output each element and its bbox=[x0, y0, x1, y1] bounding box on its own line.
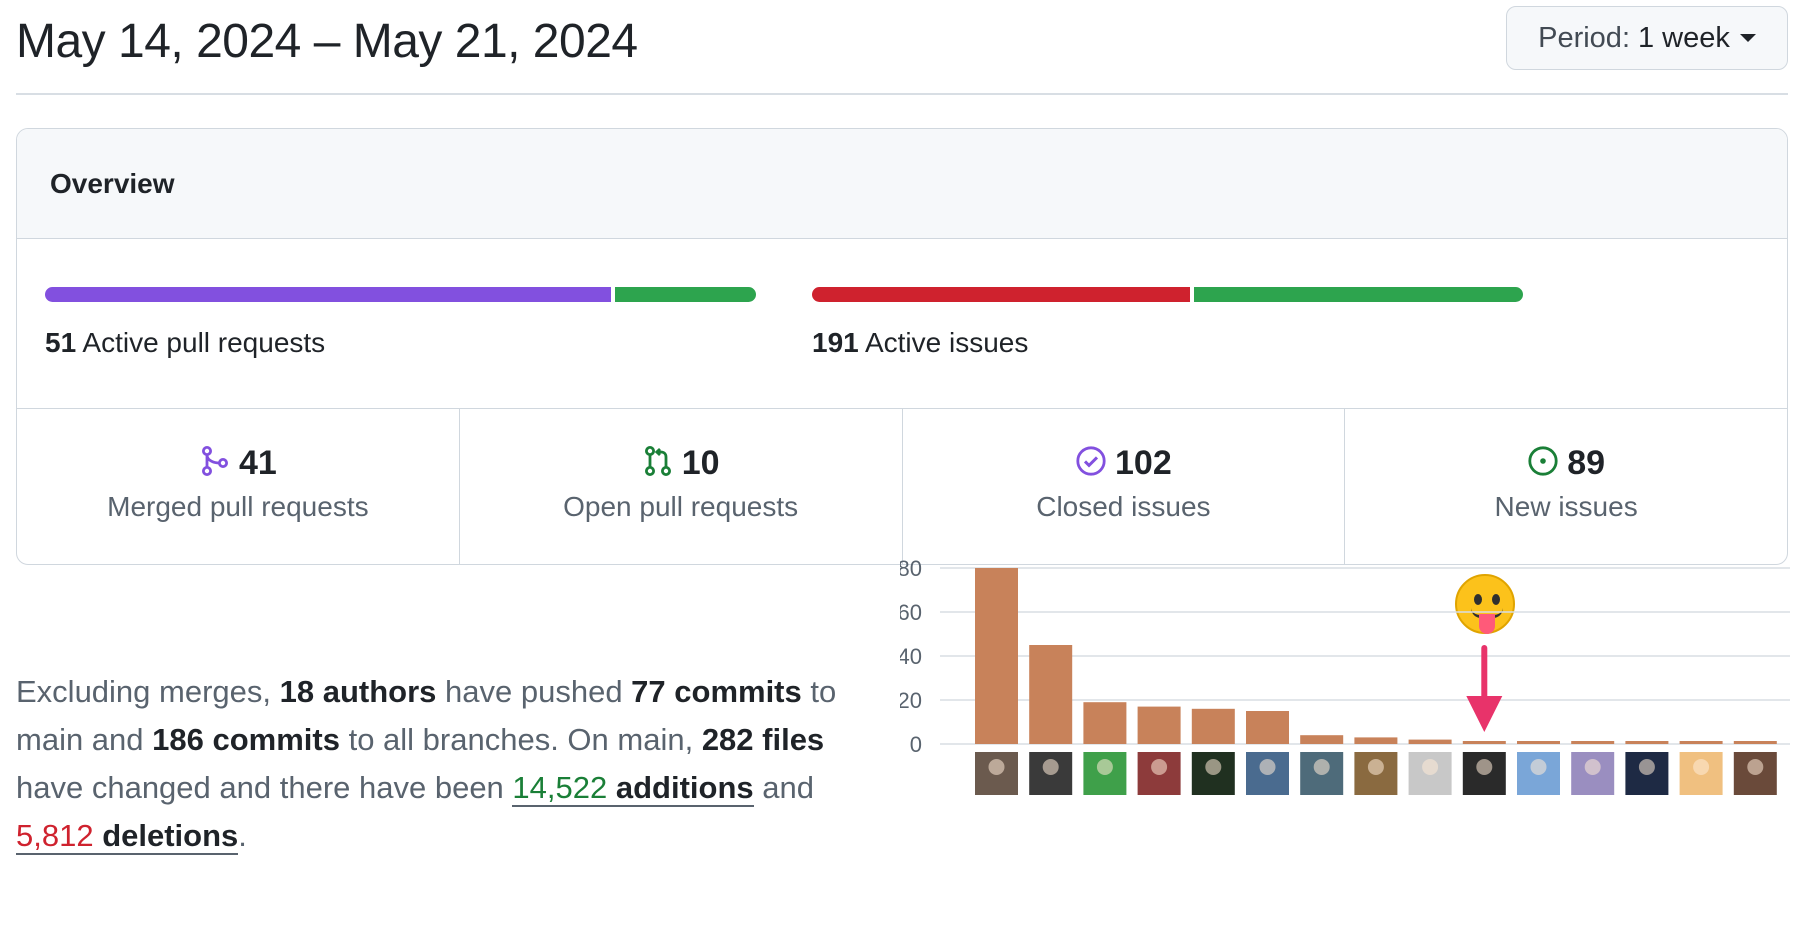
avatar-face bbox=[1476, 759, 1493, 775]
issues-progress-bar[interactable] bbox=[812, 287, 1523, 302]
contributor-bar[interactable] bbox=[1679, 741, 1723, 744]
pull-requests-progress-bar[interactable] bbox=[45, 287, 756, 302]
summary-text: and bbox=[753, 770, 814, 805]
deletions-link[interactable]: 5,812 deletions bbox=[16, 818, 239, 855]
overview-panel: Overview 51 Active pull requests 191 Act… bbox=[16, 128, 1788, 565]
avatar-face bbox=[1638, 759, 1655, 775]
deletions-label: deletions bbox=[93, 818, 239, 853]
date-range-title: May 14, 2024 – May 21, 2024 bbox=[16, 15, 638, 68]
deletions-count: 5,812 bbox=[16, 818, 94, 853]
period-label: Period: bbox=[1538, 21, 1630, 54]
stat-open-pull-requests[interactable]: 10 Open pull requests bbox=[460, 409, 903, 564]
summary-text: . bbox=[238, 818, 247, 853]
merged-pr-label: Merged pull requests bbox=[107, 491, 369, 522]
authors-count: 18 authors bbox=[279, 674, 437, 709]
avatar-face bbox=[1151, 759, 1168, 775]
avatar-face bbox=[1096, 759, 1113, 775]
files-changed-count: 282 files bbox=[701, 722, 825, 757]
arrow-head-icon bbox=[1466, 696, 1503, 732]
avatar-face bbox=[1422, 759, 1439, 775]
contributor-bar[interactable] bbox=[1029, 645, 1073, 744]
closed-issues-label: Closed issues bbox=[1036, 491, 1211, 522]
overview-header: Overview bbox=[17, 129, 1787, 239]
summary-text: have changed and there have been bbox=[16, 770, 513, 805]
avatar-face bbox=[1259, 759, 1276, 775]
active-issues-count: 191 bbox=[812, 327, 859, 358]
new-issues-label: New issues bbox=[1494, 491, 1638, 522]
avatar-face bbox=[1313, 759, 1330, 775]
active-issues-label: Active issues bbox=[864, 327, 1029, 358]
contributor-bar[interactable] bbox=[1571, 741, 1615, 744]
caret-down-icon bbox=[1739, 34, 1756, 42]
avatar-face bbox=[1693, 759, 1710, 775]
closed-issues-segment bbox=[812, 287, 1190, 302]
face-with-tongue-emoji-icon bbox=[1455, 574, 1515, 634]
activity-bars: 51 Active pull requests 191 Active issue… bbox=[17, 239, 1787, 409]
avatar-face bbox=[1747, 759, 1764, 775]
additions-link[interactable]: 14,522 additions bbox=[512, 770, 754, 807]
summary-text: to all branches. On main, bbox=[339, 722, 702, 757]
issue-opened-icon bbox=[1527, 445, 1559, 482]
contributors-bar-chart: 0 20 40 60 80 bbox=[900, 560, 1790, 795]
issue-closed-icon bbox=[1075, 445, 1107, 482]
avatar-face bbox=[1205, 759, 1222, 775]
contributor-bar[interactable] bbox=[1354, 737, 1398, 744]
additions-count: 14,522 bbox=[512, 770, 608, 805]
summary-text: to main and bbox=[16, 674, 837, 757]
y-tick-label: 0 bbox=[910, 732, 922, 757]
period-value: 1 week bbox=[1638, 21, 1730, 54]
header: May 14, 2024 – May 21, 2024 Period: 1 we… bbox=[16, 0, 1788, 95]
new-issues-segment bbox=[1193, 287, 1523, 302]
commit-summary-text: Excluding merges, 18 authors have pushed… bbox=[16, 668, 876, 860]
contributor-bar[interactable] bbox=[1733, 741, 1777, 744]
stat-new-issues[interactable]: 89 New issues bbox=[1345, 409, 1787, 564]
contributor-bar[interactable] bbox=[1625, 741, 1669, 744]
avatar-face bbox=[1367, 759, 1384, 775]
contributor-bar[interactable] bbox=[1083, 702, 1127, 744]
active-pr-label: Active pull requests bbox=[82, 327, 326, 358]
y-tick-label: 60 bbox=[900, 600, 922, 625]
contributor-bar[interactable] bbox=[1462, 741, 1506, 744]
contributor-bar[interactable] bbox=[1517, 741, 1560, 744]
summary-text: Excluding merges, bbox=[16, 674, 280, 709]
stat-merged-pull-requests[interactable]: 41 Merged pull requests bbox=[17, 409, 460, 564]
stat-closed-issues[interactable]: 102 Closed issues bbox=[903, 409, 1346, 564]
open-pr-number: 10 bbox=[681, 444, 720, 482]
active-issues-link[interactable]: 191 Active issues bbox=[812, 327, 1028, 359]
y-tick-label: 40 bbox=[900, 644, 922, 669]
closed-issues-number: 102 bbox=[1115, 444, 1172, 482]
merged-pr-number: 41 bbox=[238, 444, 277, 482]
active-pr-count: 51 bbox=[45, 327, 77, 358]
avatar-face bbox=[1042, 759, 1059, 775]
contributor-bar[interactable] bbox=[1137, 706, 1181, 744]
commits-all-count: 186 commits bbox=[152, 722, 340, 757]
active-pull-requests-link[interactable]: 51 Active pull requests bbox=[45, 327, 325, 359]
avatar-face bbox=[988, 759, 1005, 775]
git-pull-request-icon bbox=[642, 445, 674, 482]
overview-title: Overview bbox=[50, 167, 175, 199]
avatar-face bbox=[1584, 759, 1601, 775]
stats-row: 41 Merged pull requests 10 Open pull req… bbox=[17, 409, 1787, 564]
additions-label: additions bbox=[607, 770, 754, 805]
merged-pr-segment bbox=[45, 287, 611, 302]
period-dropdown-button[interactable]: Period: 1 week bbox=[1506, 6, 1788, 70]
avatar-face bbox=[1530, 759, 1547, 775]
new-issues-number: 89 bbox=[1567, 444, 1606, 482]
contributor-bar[interactable] bbox=[975, 568, 1018, 744]
y-tick-label: 20 bbox=[900, 688, 922, 713]
open-pr-segment bbox=[614, 287, 756, 302]
summary-text: have pushed bbox=[436, 674, 632, 709]
commits-main-count: 77 commits bbox=[631, 674, 802, 709]
contributor-bar[interactable] bbox=[1408, 739, 1452, 744]
contributor-bar[interactable] bbox=[1300, 735, 1344, 744]
y-tick-label: 80 bbox=[900, 560, 922, 581]
contributor-bar[interactable] bbox=[1191, 708, 1235, 744]
open-pr-label: Open pull requests bbox=[563, 491, 799, 522]
merge-icon bbox=[199, 445, 231, 482]
contributor-bar[interactable] bbox=[1246, 711, 1289, 744]
